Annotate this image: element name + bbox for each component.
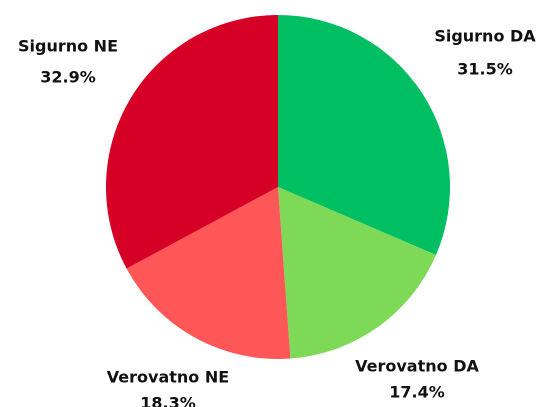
pie-slice [278,187,436,359]
slice-value-label: 32.9% [40,68,96,87]
slice-label: Verovatno NE [107,368,229,387]
pie-slice [126,187,291,359]
slice-value-label: 18.3% [140,394,196,407]
slice-value-label: 31.5% [457,60,513,79]
slice-label: Verovatno DA [355,357,479,376]
slice-value-label: 17.4% [389,383,445,402]
pie-slice [278,15,451,255]
slice-label: Sigurno NE [18,37,118,56]
pie-slice [106,15,278,269]
slice-label: Sigurno DA [434,27,536,46]
